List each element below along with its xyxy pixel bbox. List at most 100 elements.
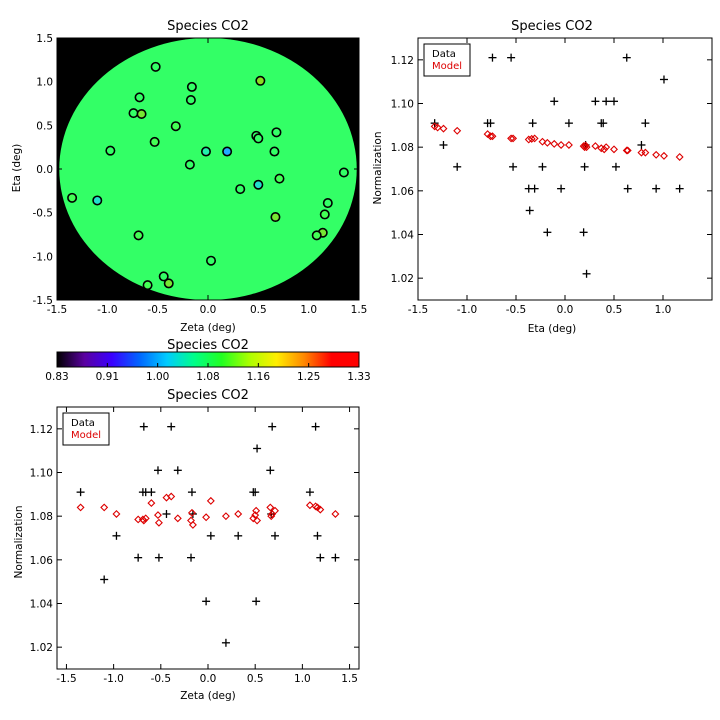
eta-ytick-label: 1.08 bbox=[391, 142, 414, 154]
zeta-data-point bbox=[206, 531, 215, 540]
eta-ytick-label: 1.04 bbox=[391, 230, 415, 242]
eta-data-point bbox=[525, 206, 534, 215]
eta-data-point bbox=[579, 228, 588, 237]
map-point bbox=[319, 209, 330, 220]
eta-model-point bbox=[557, 141, 566, 149]
zeta-model-point bbox=[331, 510, 340, 518]
eta-ytick-label: 1.12 bbox=[391, 55, 414, 67]
eta-model-point bbox=[509, 134, 518, 143]
eta-title: Species CO2 bbox=[511, 19, 593, 34]
zeta-data-point bbox=[234, 531, 243, 540]
eta-ylabel: Normalization bbox=[372, 132, 384, 205]
colorbar-tick-label: 0.91 bbox=[96, 371, 119, 383]
zeta-legend-data: Data bbox=[71, 418, 95, 429]
eta-model-point bbox=[488, 132, 497, 141]
eta-data-point bbox=[611, 162, 620, 171]
eta-data-point bbox=[659, 75, 668, 84]
zeta-data-point bbox=[251, 488, 260, 497]
eta-data-point bbox=[591, 97, 600, 106]
eta-ytick-label: 1.06 bbox=[391, 186, 415, 198]
map-point bbox=[163, 278, 174, 289]
zeta-data-point bbox=[153, 466, 162, 475]
zeta-xtick-label: -0.5 bbox=[151, 673, 172, 685]
zeta-model-point bbox=[112, 510, 121, 518]
zeta-ytick-label: 1.06 bbox=[30, 555, 54, 567]
zeta-model-point bbox=[266, 503, 275, 512]
map-ytick-label: -0.5 bbox=[33, 208, 54, 220]
zeta-model-point bbox=[167, 492, 176, 501]
eta-legend-data: Data bbox=[432, 49, 456, 60]
eta-data-point bbox=[550, 97, 559, 106]
zeta-ylabel: Normalization bbox=[13, 506, 25, 579]
eta-data-point bbox=[530, 184, 539, 193]
zeta-xtick-label: 0.0 bbox=[200, 673, 217, 685]
zeta-data-point bbox=[331, 553, 340, 562]
zeta-ytick-label: 1.08 bbox=[30, 511, 53, 523]
zeta-model-point bbox=[202, 513, 211, 522]
zeta-data-point bbox=[154, 553, 163, 562]
eta-model-point bbox=[675, 153, 684, 161]
zeta-legend-model: Model bbox=[71, 430, 101, 441]
map-xtick-label: -0.5 bbox=[147, 304, 168, 316]
eta-data-point bbox=[599, 119, 608, 128]
eta-legend-box bbox=[423, 43, 471, 77]
eta-xtick-label: -1.5 bbox=[408, 304, 429, 316]
eta-data-point bbox=[507, 53, 516, 62]
zeta-model-point bbox=[147, 499, 156, 508]
zeta-model-point bbox=[234, 510, 243, 518]
eta-model-point bbox=[652, 150, 661, 159]
zeta-model-point bbox=[253, 516, 262, 525]
zeta-data-point bbox=[167, 422, 176, 431]
map-ytick-label: 1.0 bbox=[36, 77, 53, 89]
map-point bbox=[92, 195, 103, 206]
zeta-model-point bbox=[188, 520, 197, 529]
eta-data-point bbox=[543, 228, 552, 237]
zeta-model-point bbox=[76, 503, 85, 512]
zeta-data-point bbox=[173, 466, 182, 475]
eta-data-point bbox=[622, 53, 631, 62]
map-ylabel: Eta (deg) bbox=[11, 144, 23, 193]
map-point bbox=[67, 192, 78, 203]
map-point bbox=[271, 127, 282, 138]
zeta-data-point bbox=[253, 444, 262, 453]
zeta-data-point bbox=[202, 597, 211, 606]
zeta-data-point bbox=[187, 553, 196, 562]
map-point bbox=[150, 61, 161, 72]
map-ytick-label: 1.5 bbox=[36, 33, 53, 45]
zeta-data-point bbox=[268, 422, 277, 431]
eta-model-point bbox=[433, 123, 442, 132]
map-xtick-label: 0.0 bbox=[200, 304, 217, 316]
zeta-model-point bbox=[316, 505, 325, 514]
colorbar-tick-label: 0.83 bbox=[45, 371, 68, 383]
zeta-model-point bbox=[252, 506, 261, 515]
zeta-model-point bbox=[251, 511, 260, 520]
eta-ytick-label: 1.02 bbox=[391, 273, 414, 285]
eta-legend-model: Model bbox=[432, 61, 462, 72]
zeta-model-point bbox=[206, 496, 215, 505]
map-ytick-label: 0.0 bbox=[36, 164, 53, 176]
zeta-data-point bbox=[147, 488, 156, 497]
zeta-model-point bbox=[154, 518, 163, 527]
zeta-data-point bbox=[76, 488, 85, 497]
eta-data-point bbox=[641, 119, 650, 128]
eta-data-point bbox=[557, 184, 566, 193]
eta-model-point bbox=[453, 126, 462, 135]
zeta-xtick-label: 0.5 bbox=[247, 673, 264, 685]
map-point bbox=[128, 108, 139, 119]
eta-xtick-label: 0.0 bbox=[557, 304, 574, 316]
eta-data-point bbox=[623, 184, 632, 193]
map-point bbox=[149, 136, 160, 147]
zeta-title: Species CO2 bbox=[167, 388, 249, 403]
eta-data-point bbox=[602, 97, 611, 106]
zeta-legend-box bbox=[62, 412, 110, 446]
zeta-model-point bbox=[267, 512, 276, 521]
eta-data-point bbox=[637, 140, 646, 149]
map-point bbox=[274, 173, 285, 184]
map-point bbox=[338, 167, 349, 178]
eta-model-point bbox=[543, 138, 552, 147]
eta-data-point bbox=[564, 119, 573, 128]
zeta-data-point bbox=[252, 597, 261, 606]
eta-model-point bbox=[623, 146, 632, 155]
map-point bbox=[105, 145, 116, 156]
zeta-xlabel: Zeta (deg) bbox=[180, 690, 236, 702]
